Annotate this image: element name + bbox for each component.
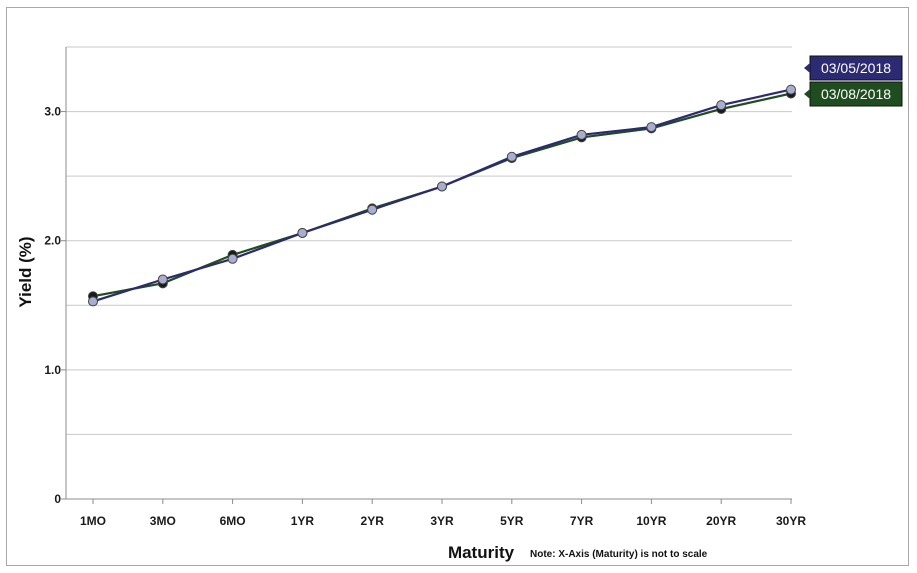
x-tick-label: 1MO	[80, 514, 106, 528]
x-axis-label: Maturity	[448, 543, 515, 562]
x-tick-label: 3YR	[430, 514, 454, 528]
x-tick-label: 3MO	[150, 514, 176, 528]
series-end-labels: 03/05/2018 03/08/2018	[804, 55, 903, 107]
series-line-0	[92, 92, 792, 298]
x-tick-label: 1YR	[291, 514, 315, 528]
series-line-1	[92, 88, 792, 303]
chart-frame	[6, 7, 909, 566]
data-point	[297, 227, 308, 238]
y-axis-label: Yield (%)	[16, 236, 35, 307]
series-tag-label: 03/08/2018	[821, 86, 891, 102]
axes	[61, 47, 792, 504]
series-tag-box	[809, 55, 903, 81]
series-tag-box	[809, 81, 903, 107]
y-tick-labels: 0 1.0 2.0 3.0	[44, 105, 61, 506]
data-point	[576, 129, 587, 140]
data-point	[157, 274, 168, 285]
data-point	[716, 100, 727, 111]
data-point	[367, 204, 378, 215]
y-tick-label: 2.0	[44, 234, 61, 248]
x-tick-label: 10YR	[636, 514, 666, 528]
x-tick-label: 30YR	[776, 514, 806, 528]
x-tick-label: 7YR	[570, 514, 594, 528]
x-tick-label: 20YR	[706, 514, 736, 528]
x-axis-note: Note: X-Axis (Maturity) is not to scale	[530, 549, 708, 560]
series-lines	[92, 88, 792, 303]
data-point	[646, 122, 657, 133]
x-tick-label: 5YR	[500, 514, 524, 528]
x-tick-labels: 1MO 3MO 6MO 1YR 2YR 3YR 5YR 7YR 10YR 20YR 30YR	[80, 514, 806, 528]
series-tag-pointer	[804, 89, 810, 99]
series-tag-pointer	[804, 63, 810, 73]
data-point	[437, 181, 447, 192]
y-tick-label: 1.0	[44, 363, 61, 377]
y-tick-label: 3.0	[44, 105, 61, 119]
x-tick-label: 2YR	[361, 514, 385, 528]
y-tick-label: 0	[54, 492, 61, 506]
data-point	[506, 151, 517, 162]
data-point	[786, 84, 796, 95]
data-point	[227, 253, 238, 264]
series-points	[88, 84, 796, 307]
data-point	[88, 296, 98, 307]
grid-lines	[66, 46, 792, 435]
series-tag-label: 03/05/2018	[821, 60, 891, 76]
x-tick-label: 6MO	[220, 514, 246, 528]
